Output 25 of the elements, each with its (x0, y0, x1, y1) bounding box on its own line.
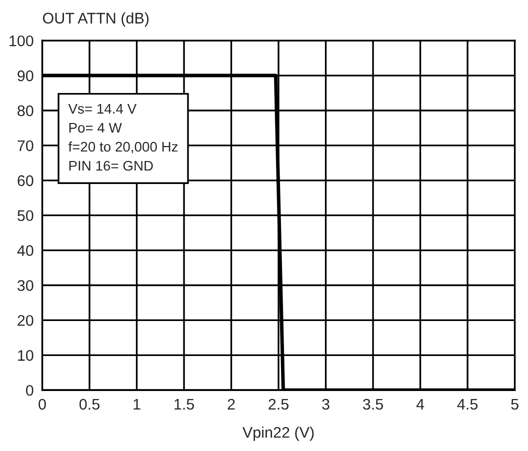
x-tick-label: 4 (416, 399, 424, 410)
x-tick-label: 3 (322, 398, 330, 410)
y-tick-label: 40 (17, 245, 34, 256)
x-tick-label: 2.5 (268, 398, 288, 410)
y-tick-label: 60 (18, 175, 34, 186)
annotation: Vs= 14.4 V Po= 4 W f=20 to 20,000 Hz PIN 16= GND (68, 104, 178, 171)
x-axis-title: Vpin22 (V) (242, 426, 314, 441)
x-tick-label: 2 (228, 398, 235, 410)
y-tick-label: 100 (10, 35, 34, 46)
y-tick-label: 80 (18, 105, 34, 116)
x-tick-label: 3.5 (362, 398, 384, 410)
x-tick-label: 4.5 (457, 399, 478, 410)
y-tick-label: 0 (26, 384, 34, 396)
x-tick-label: 1 (134, 399, 140, 410)
y-tick-label: 50 (18, 210, 34, 222)
y-tick-label: 70 (18, 140, 34, 152)
x-tick-label: 0.5 (79, 398, 100, 410)
y-tick-label: 90 (18, 70, 34, 82)
y-tick-label: 20 (18, 315, 34, 326)
x-tick-label: 0 (38, 398, 46, 410)
y-axis-title: OUT ATTN (dB) (42, 12, 149, 27)
y-tick-label: 10 (18, 350, 34, 361)
y-tick-label: 30 (17, 280, 34, 291)
x-tick-label: 1.5 (174, 399, 194, 410)
x-tick-label: 5 (511, 399, 518, 410)
